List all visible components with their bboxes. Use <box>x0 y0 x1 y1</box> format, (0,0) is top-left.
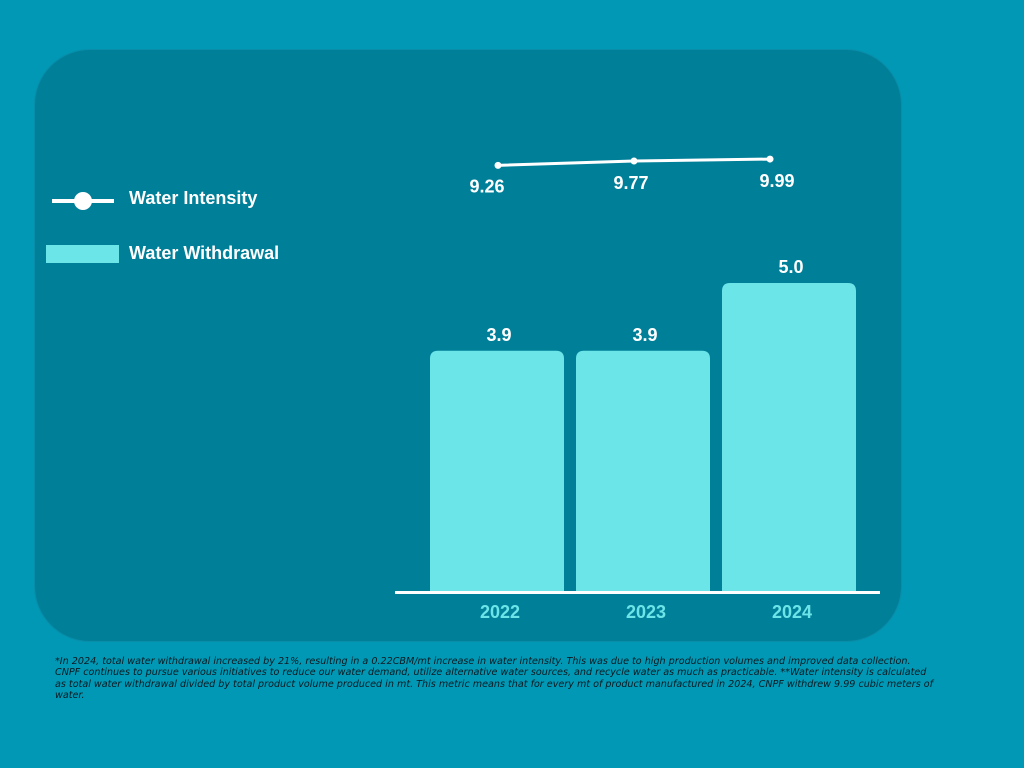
x-tick-label-2024: 2024 <box>772 602 812 622</box>
bars-layer <box>430 283 856 591</box>
line-layer <box>494 155 774 169</box>
line-point-2023 <box>630 157 638 165</box>
footnote-text: *In 2024, total water withdrawal increas… <box>55 656 934 701</box>
line-point-2022 <box>494 161 502 169</box>
legend-bar-swatch <box>46 245 119 263</box>
line-point-2024 <box>766 155 774 163</box>
legend-label-water-intensity: Water Intensity <box>129 188 258 208</box>
bar-2023 <box>576 350 710 591</box>
bar-value-label-2022: 3.9 <box>486 325 511 345</box>
labels-layer: 3.9 2022 3.9 2023 5.0 2024 9.26 9.77 9.99 <box>469 171 812 622</box>
line-value-label-2022: 9.26 <box>469 176 504 196</box>
x-tick-label-2023: 2023 <box>626 602 666 622</box>
line-value-label-2023: 9.77 <box>613 173 648 193</box>
bar-2024 <box>722 283 856 591</box>
x-tick-label-2022: 2022 <box>480 602 520 622</box>
legend-line-dot <box>74 192 92 210</box>
legend-label-water-withdrawal: Water Withdrawal <box>129 243 280 263</box>
line-value-label-2024: 9.99 <box>759 171 794 191</box>
bar-value-label-2023: 3.9 <box>632 325 657 345</box>
legend-line-marker <box>52 190 114 212</box>
bar-value-label-2024: 5.0 <box>778 257 803 277</box>
bar-2022 <box>430 350 564 591</box>
